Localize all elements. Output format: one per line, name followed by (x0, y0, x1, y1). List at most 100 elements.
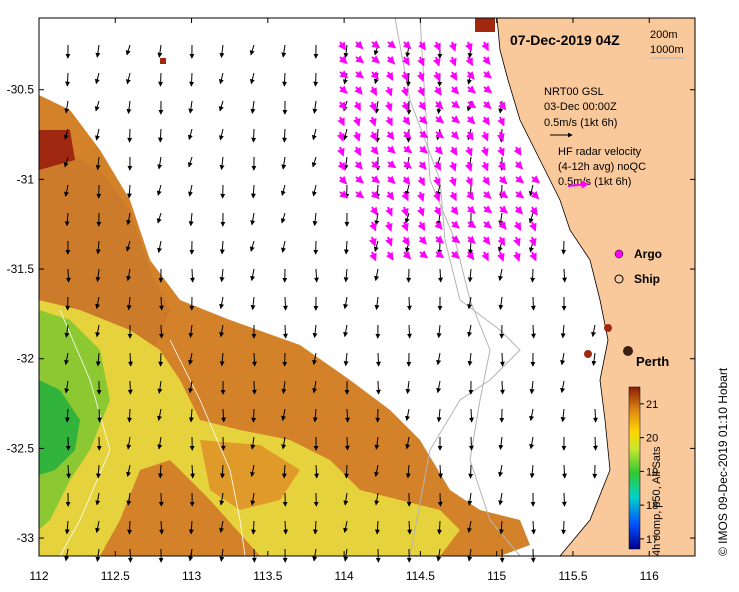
gsl-vector-arrow (219, 156, 225, 171)
gsl-legend-date: 03-Dec 00:00Z (544, 101, 617, 113)
gsl-vector-arrow (188, 184, 193, 197)
hf-legend-title: HF radar velocity (558, 146, 642, 158)
gsl-vector-arrow (560, 408, 566, 423)
hf-vector-arrow (339, 190, 349, 199)
gsl-vector-arrow (219, 352, 225, 367)
hf-vector-arrow (371, 175, 381, 184)
hf-vector-arrow (368, 236, 377, 247)
hf-vector-arrow (370, 146, 379, 155)
hf-vector-arrow (449, 146, 458, 156)
hf-vector-arrow (435, 250, 445, 259)
hf-vector-arrow (531, 175, 541, 184)
gsl-vector-arrow (97, 408, 103, 423)
hf-vector-arrow (466, 71, 475, 80)
gsl-vector-arrow (156, 212, 162, 224)
gsl-vector-arrow (529, 464, 535, 479)
gsl-vector-arrow (126, 436, 132, 450)
gsl-vector-arrow (374, 268, 380, 282)
hf-vector-arrow (419, 250, 429, 259)
gsl-vector-arrow (280, 184, 286, 197)
ship-marker[interactable] (584, 350, 592, 358)
gsl-vector-arrow (312, 548, 318, 562)
gsl-vector-arrow (560, 324, 566, 339)
hf-vector-arrow (355, 70, 364, 79)
gsl-vector-arrow (314, 464, 320, 479)
gsl-vector-arrow (219, 520, 224, 534)
gsl-vector-arrow (282, 128, 288, 143)
gsl-vector-arrow (158, 324, 164, 339)
hf-vector-arrow (434, 221, 443, 230)
hf-scale-arrow (567, 180, 590, 189)
gsl-vector-arrow (311, 156, 317, 168)
gsl-vector-arrow (312, 352, 318, 366)
hf-vector-arrow (403, 145, 413, 154)
gsl-vector-arrow (561, 492, 567, 507)
hf-vector-arrow (499, 205, 508, 214)
hf-vector-arrow (386, 55, 396, 65)
gsl-vector-arrow (157, 44, 163, 58)
gsl-vector-arrow (343, 324, 349, 338)
gsl-vector-arrow (190, 464, 196, 479)
hf-vector-arrow (369, 101, 377, 112)
gsl-vector-arrow (95, 44, 101, 58)
gsl-vector-arrow (343, 520, 348, 534)
gsl-vector-arrow (531, 520, 537, 535)
gsl-legend-scale: 0.5m/s (1kt 6h) (544, 117, 617, 129)
hf-vector-arrow (449, 71, 458, 81)
gsl-vector-arrow (126, 268, 132, 282)
gsl-vector-arrow (343, 352, 349, 367)
gsl-vector-arrow (499, 380, 505, 395)
gsl-vector-arrow (127, 520, 133, 535)
gsl-vector-arrow (157, 436, 163, 450)
gsl-vector-arrow (498, 436, 504, 451)
gsl-vector-arrow (374, 100, 380, 114)
hf-vector-arrow (368, 116, 377, 127)
gsl-vector-arrow (529, 380, 535, 395)
gsl-vector-arrow (312, 520, 318, 535)
hf-vector-arrow (387, 145, 396, 154)
gsl-vector-arrow (281, 408, 287, 422)
x-tick-label: 116 (640, 569, 659, 583)
hf-vector-arrow (434, 100, 444, 110)
gsl-vector-arrow (467, 352, 473, 367)
gsl-vector-arrow (281, 380, 287, 394)
hf-vector-arrow (369, 86, 378, 97)
gsl-vector-arrow (311, 184, 317, 197)
hf-vector-arrow (465, 176, 473, 187)
gsl-vector-arrow (157, 464, 163, 479)
hf-vector-arrow (513, 221, 522, 231)
hf-vector-arrow (529, 251, 537, 262)
gsl-vector-arrow (65, 72, 71, 87)
colorbar-tick-label: 18 (646, 500, 658, 512)
hf-vector-arrow (371, 160, 380, 169)
gsl-vector-arrow (188, 100, 194, 114)
hf-vector-arrow (483, 85, 493, 94)
hf-vector-arrow (512, 251, 521, 262)
hf-vector-arrow (371, 55, 381, 64)
gsl-vector-arrow (374, 436, 380, 450)
hf-vector-arrow (417, 86, 425, 97)
hf-vector-arrow (448, 176, 457, 187)
gsl-vector-arrow (187, 156, 193, 168)
gsl-vector-arrow (127, 408, 133, 423)
gsl-vector-arrow (562, 268, 568, 283)
hf-vector-arrow (355, 175, 365, 184)
hf-vector-arrow (433, 206, 442, 217)
gsl-vector-arrow (374, 520, 380, 535)
gsl-vector-arrow (343, 492, 349, 506)
gsl-vector-arrow (437, 268, 443, 283)
gsl-vector-arrow (157, 156, 163, 170)
y-tick-label: -30.5 (7, 83, 35, 97)
hf-vector-arrow (465, 41, 473, 52)
map-title: 07-Dec-2019 04Z (510, 32, 620, 48)
hf-vector-arrow (400, 86, 409, 97)
gsl-vector-arrow (312, 380, 318, 394)
hf-vector-arrow (369, 251, 377, 262)
gsl-vector-arrow (66, 464, 72, 479)
argo-legend-icon (614, 249, 624, 259)
hf-vector-arrow (401, 71, 409, 82)
gsl-vector-arrow (219, 268, 225, 283)
ship-marker[interactable] (604, 324, 612, 332)
hf-vector-arrow (419, 130, 429, 139)
gsl-vector-arrow (281, 156, 287, 170)
